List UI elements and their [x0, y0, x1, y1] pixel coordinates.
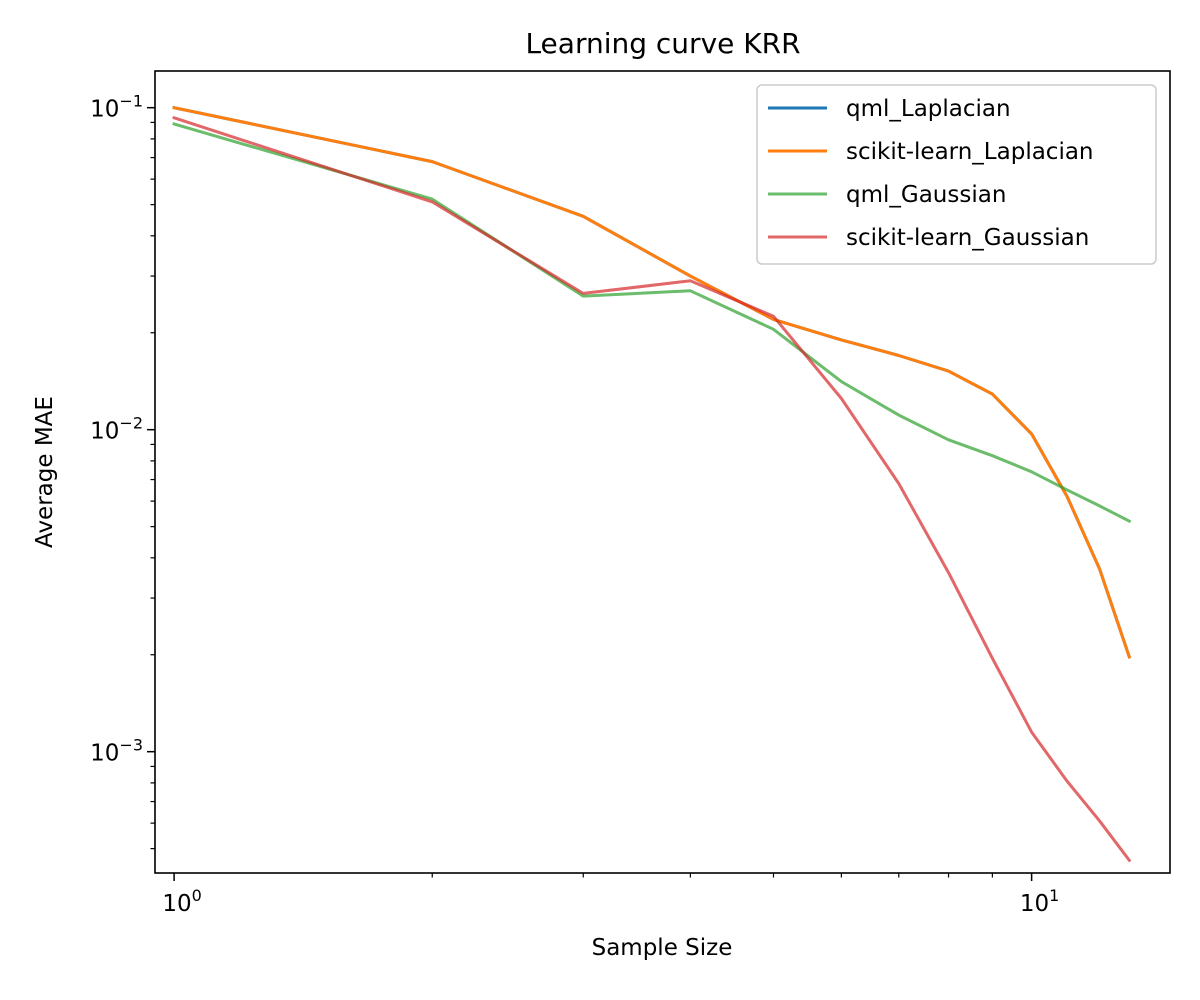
y-tick-label: 10−2 — [90, 414, 143, 445]
legend: qml_Laplacian scikit-learn_Laplacian qml_G… — [756, 84, 1157, 265]
x-tick-label-base: 10 — [162, 891, 191, 917]
x-tick-label-exponent: 1 — [1049, 886, 1059, 905]
legend-label: scikit-learn_Gaussian — [846, 225, 1089, 251]
y-tick-label: 10−3 — [90, 736, 143, 767]
series-line-scikit-learn_Laplacian — [172, 105, 1132, 659]
legend-label: qml_Gaussian — [846, 182, 1006, 208]
x-tick-label-base: 10 — [1020, 891, 1049, 917]
legend-label: qml_Laplacian — [846, 96, 1011, 122]
y-tick-label-base: 10 — [90, 97, 119, 123]
y-tick-label-base: 10 — [90, 419, 119, 445]
chart-title: Learning curve KRR — [525, 27, 800, 60]
x-tick-label: 100 — [162, 886, 201, 917]
y-tick-label-exponent: −2 — [119, 414, 143, 433]
y-tick-label-base: 10 — [90, 741, 119, 767]
x-tick-label-exponent: 0 — [192, 886, 202, 905]
x-tick-label: 101 — [1020, 886, 1059, 917]
y-tick-label-exponent: −1 — [119, 92, 143, 111]
legend-label: scikit-learn_Laplacian — [846, 139, 1094, 165]
y-tick-label-exponent: −3 — [119, 736, 143, 755]
legend-box — [756, 84, 1157, 265]
series-line-scikit-learn_Gaussian — [172, 115, 1132, 863]
y-tick-label: 10−1 — [90, 92, 143, 123]
y-axis-label: Average MAE — [32, 396, 58, 548]
plot-frame — [154, 70, 1171, 874]
x-axis-label: Sample Size — [592, 935, 733, 961]
series-line-qml_Gaussian — [172, 122, 1132, 524]
